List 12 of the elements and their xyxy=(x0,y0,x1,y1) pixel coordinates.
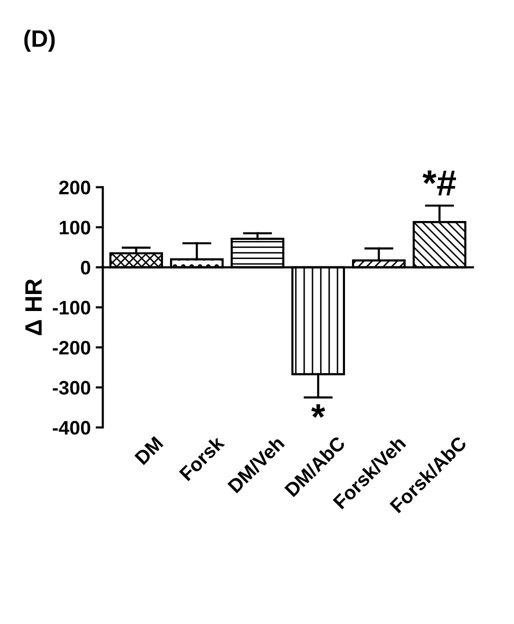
y-tick-label: -400 xyxy=(52,420,90,435)
y-tick-label: 0 xyxy=(80,260,90,275)
y-tick-label: -200 xyxy=(52,340,90,355)
x-tick-label: DM xyxy=(134,436,164,466)
y-tick-label: -100 xyxy=(52,300,90,315)
annotation: * xyxy=(311,404,326,418)
chart-title: (D) xyxy=(24,30,55,52)
y-tick-label: 200 xyxy=(59,180,90,194)
y-axis-title: Δ HR xyxy=(25,278,42,336)
y-tick-label: -300 xyxy=(52,380,90,395)
y-tick-label: 100 xyxy=(60,220,90,234)
annotation: *# xyxy=(422,170,456,196)
